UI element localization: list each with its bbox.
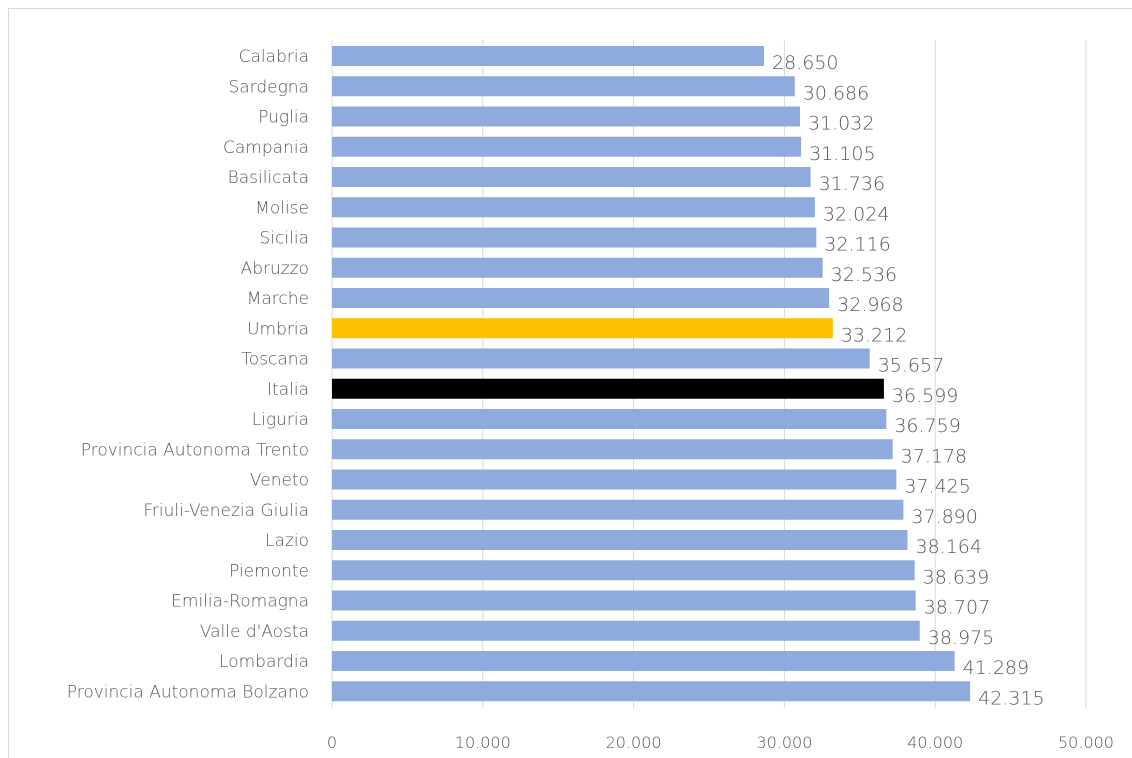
bar-sardegna	[332, 76, 795, 97]
value-label: 33.212	[841, 324, 907, 346]
bar-friuli-venezia-giulia	[332, 499, 904, 520]
category-label: Abruzzo	[241, 259, 309, 279]
category-label: Italia	[267, 380, 309, 400]
x-tick-label: 40.000	[907, 733, 963, 752]
value-label: 32.968	[837, 294, 903, 316]
value-label: 32.116	[824, 234, 890, 256]
category-label: Veneto	[250, 471, 309, 491]
value-label: 38.164	[916, 536, 982, 558]
x-tick-label: 20.000	[606, 733, 662, 752]
bar-molise	[332, 197, 815, 218]
value-label: 30.686	[803, 82, 869, 104]
bars	[332, 46, 971, 702]
value-label: 37.890	[911, 506, 977, 528]
bar-liguria	[332, 409, 887, 429]
chart-frame	[8, 8, 1132, 758]
category-label: Toscana	[241, 350, 309, 370]
bar-valle-d-aosta	[332, 620, 920, 641]
category-label: Calabria	[239, 47, 309, 67]
bar-lazio	[332, 530, 908, 550]
category-label: Campania	[223, 138, 309, 158]
category-label: Lazio	[265, 531, 309, 551]
bar-lombardia	[332, 651, 955, 671]
bar-italia	[332, 378, 884, 399]
value-label: 35.657	[878, 355, 944, 377]
category-label: Basilicata	[228, 168, 309, 188]
category-label: Sicilia	[260, 229, 309, 249]
x-tick-label: 0	[327, 733, 337, 752]
value-label: 37.178	[901, 445, 967, 467]
category-label: Emilia-Romagna	[171, 592, 309, 612]
bar-campania	[332, 136, 802, 157]
bar-marche	[332, 288, 830, 308]
value-label: 36.759	[894, 415, 960, 437]
category-label: Friuli-Venezia Giulia	[143, 501, 309, 521]
x-tick-label: 50.000	[1058, 733, 1114, 752]
category-label: Marche	[247, 289, 309, 309]
value-label: 38.639	[923, 566, 989, 588]
category-label: Sardegna	[228, 77, 309, 97]
value-label: 32.024	[823, 203, 889, 225]
value-label: 31.736	[819, 173, 885, 195]
value-label: 31.105	[809, 143, 875, 165]
category-label: Provincia Autonoma Trento	[81, 440, 309, 460]
value-label: 41.289	[963, 657, 1029, 679]
category-label: Umbria	[247, 319, 309, 339]
bar-piemonte	[332, 560, 915, 581]
value-label: 38.975	[928, 627, 994, 649]
category-label: Liguria	[252, 410, 309, 430]
bar-calabria	[332, 46, 765, 66]
value-label: 32.536	[831, 264, 897, 286]
bar-umbria	[332, 318, 833, 339]
value-label: 42.315	[978, 687, 1044, 709]
value-label: 38.707	[924, 597, 990, 619]
value-label: 37.425	[904, 476, 970, 498]
category-label: Valle d'Aosta	[200, 622, 309, 642]
category-label: Provincia Autonoma Bolzano	[67, 682, 309, 702]
bar-basilicata	[332, 167, 811, 187]
bar-sicilia	[332, 227, 817, 248]
x-tick-label: 30.000	[756, 733, 812, 752]
x-axis-tick-labels: 0 10.000 20.000 30.000 40.000 50.000	[327, 733, 1114, 752]
value-label: 28.650	[772, 52, 838, 74]
category-label: Piemonte	[229, 561, 309, 581]
x-tick-label: 10.000	[455, 733, 511, 752]
bar-toscana	[332, 348, 870, 369]
bar-abruzzo	[332, 257, 823, 278]
category-label: Lombardia	[219, 652, 309, 672]
bar-puglia	[332, 106, 800, 127]
value-labels: 28.650 30.686 31.032 31.105 31.736 32.024 32.1…	[772, 52, 1045, 709]
category-label: Molise	[255, 198, 309, 218]
bar-provincia-autonoma-trento	[332, 439, 893, 460]
value-label: 36.599	[892, 385, 958, 407]
bar-emilia-romagna	[332, 590, 916, 611]
category-label: Puglia	[258, 108, 309, 128]
category-labels: Calabria Sardegna Puglia Campania Basilicata…	[67, 47, 309, 702]
bar-provincia-autonoma-bolzano	[332, 681, 971, 702]
bar-veneto	[332, 469, 897, 490]
value-label: 31.032	[808, 113, 874, 135]
